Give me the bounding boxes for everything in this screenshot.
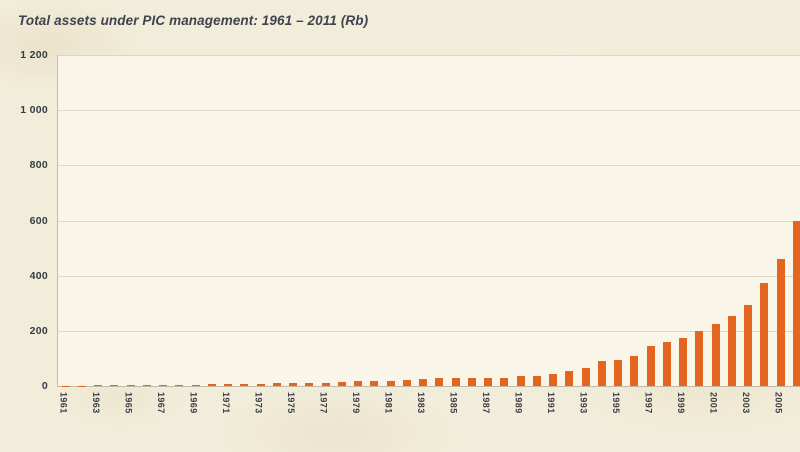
bar-1972 [240,383,249,386]
bar-1978 [337,381,346,386]
x-tick-label-1983: 1983 [416,392,426,414]
bar-1997 [646,346,655,386]
bar-1970 [207,384,216,386]
gridline-800 [58,165,800,167]
bar-2000 [695,330,704,386]
x-tick-label-1965: 1965 [123,392,134,414]
x-tick-label-1977: 1977 [318,392,329,414]
bar-1977 [321,382,330,386]
x-tick-label-1973: 1973 [253,392,264,414]
gridline-200 [58,330,800,332]
y-tick-label-1000: 1 000 [20,104,48,117]
bar-1990 [532,376,541,386]
bar-1965 [126,385,135,386]
bar-1962 [77,385,86,386]
chart-title: Total assets under PIC management: 1961 … [18,13,369,28]
y-tick-label-600: 600 [29,214,48,227]
bar-1975 [289,383,297,386]
bar-1988 [500,377,509,386]
x-tick-label-2003: 2003 [741,392,751,414]
bar-1966 [142,385,151,386]
x-tick-label-1987: 1987 [481,392,491,414]
bar-1992 [565,370,574,386]
y-tick-label-0: 0 [41,380,48,392]
bar-1963 [94,385,102,386]
bar-1967 [159,385,167,386]
bar-1983 [419,379,427,386]
bar-1998 [662,341,671,386]
bar-1964 [110,385,119,386]
x-tick-label-1995: 1995 [611,392,621,414]
bar-1999 [679,337,687,386]
x-tick-label-1975: 1975 [286,392,296,414]
x-tick-label-1967: 1967 [156,392,166,414]
gridline-1000 [58,110,800,112]
bar-1995 [614,359,622,386]
x-tick-label-1985: 1985 [448,392,459,414]
bar-1991 [549,373,557,386]
bar-2001 [711,323,720,386]
bar-2002 [727,315,736,386]
x-tick-label-2001: 2001 [708,392,719,414]
x-tick-label-1993: 1993 [578,392,589,414]
gridline-400 [58,275,800,277]
y-tick-label-1200: 1 200 [20,49,48,61]
x-tick-label-1979: 1979 [351,392,361,414]
bar-2006 [792,220,800,386]
bar-1961 [61,385,70,386]
x-tick-label-1997: 1997 [643,392,654,414]
plot-area [57,55,800,387]
bar-1979 [354,381,362,386]
bar-2003 [744,304,752,386]
bar-1994 [597,361,606,386]
x-tick-label-1961: 1961 [58,392,69,414]
bar-1973 [256,383,265,386]
bar-1971 [224,384,232,386]
bar-1989 [516,376,525,386]
bar-1980 [370,381,379,386]
x-tick-label-1981: 1981 [383,392,394,414]
bar-1982 [402,380,411,386]
x-tick-label-1969: 1969 [188,392,199,414]
bar-1968 [175,384,184,386]
gridline-1200 [58,55,800,56]
bar-2004 [760,282,769,386]
x-tick-label-1963: 1963 [91,392,101,414]
gridline-600 [58,220,800,222]
x-tick-label-1989: 1989 [513,392,524,414]
y-tick-label-400: 400 [29,269,48,282]
x-tick-label-1999: 1999 [676,392,686,414]
x-tick-label-1991: 1991 [546,392,556,414]
bar-1986 [467,377,476,386]
bar-2005 [776,259,785,386]
bar-1974 [272,383,281,386]
bar-1984 [435,378,444,386]
bar-1981 [386,380,395,386]
bar-1976 [305,382,314,386]
bar-1969 [191,384,200,386]
x-tick-label-2005: 2005 [773,392,784,414]
y-tick-label-200: 200 [29,324,48,337]
y-tick-label-800: 800 [29,159,48,172]
bar-1985 [451,378,460,386]
bar-1987 [484,377,492,386]
bar-1993 [581,368,590,386]
x-tick-label-1971: 1971 [221,392,231,414]
bar-1996 [630,355,639,386]
